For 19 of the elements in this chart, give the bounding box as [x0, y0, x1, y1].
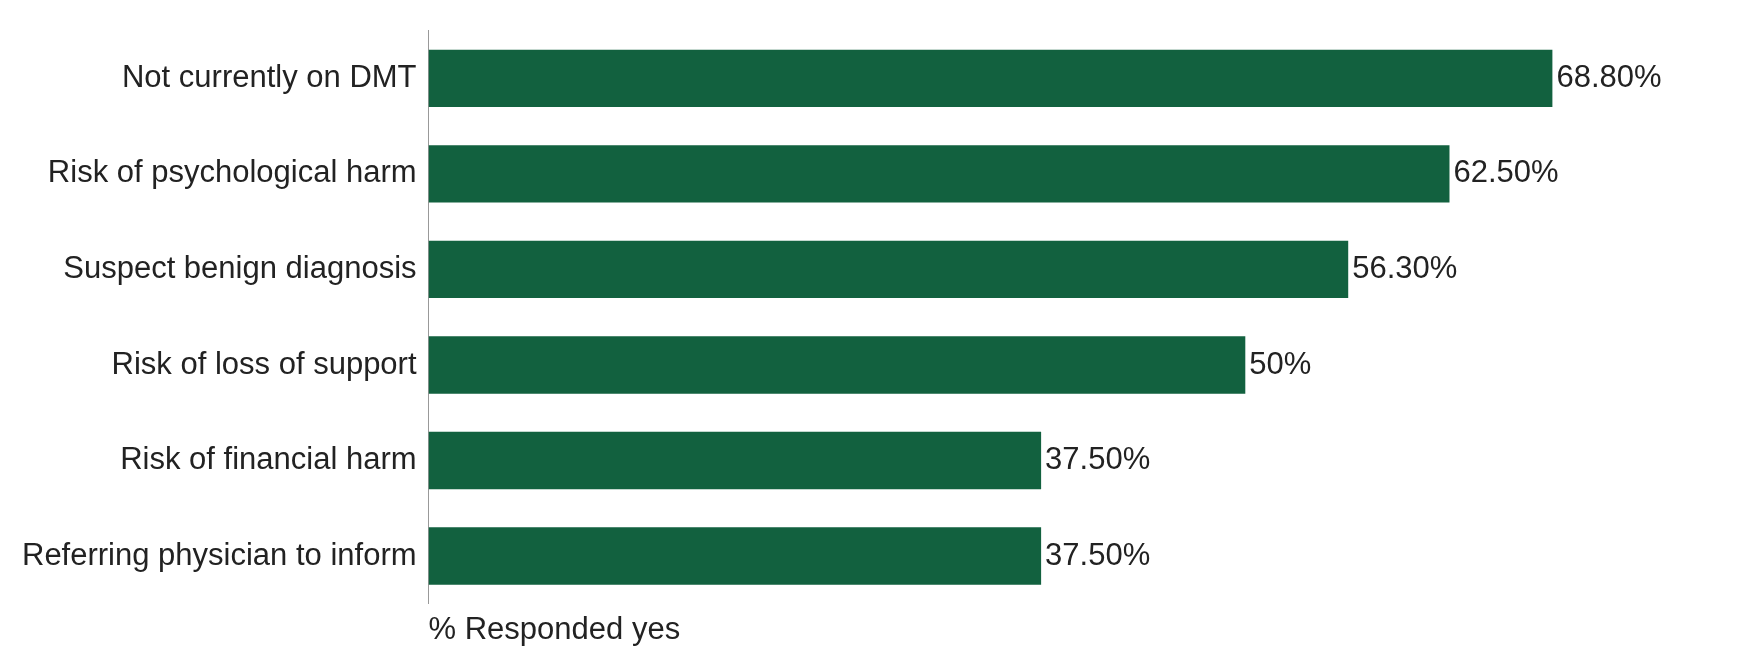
data-label: 62.50%	[1453, 154, 1559, 190]
data-label: 68.80%	[1556, 58, 1662, 94]
y-tick-label: Risk of financial harm	[120, 441, 417, 477]
data-label: 37.50%	[1045, 536, 1151, 572]
y-tick-label: Risk of psychological harm	[47, 154, 417, 190]
bar	[428, 49, 1553, 108]
y-tick-label: Referring physician to inform	[21, 536, 417, 572]
y-tick-label: Suspect benign diagnosis	[63, 249, 417, 285]
bar	[428, 240, 1349, 299]
bar	[428, 527, 1042, 585]
x-axis-title: % Responded yes	[428, 610, 681, 646]
y-tick-label: Not currently on DMT	[121, 58, 417, 94]
data-label: 50%	[1249, 345, 1312, 381]
data-label: 56.30%	[1352, 249, 1458, 285]
bar	[428, 431, 1042, 490]
bar	[428, 336, 1246, 394]
data-label: 37.50%	[1045, 441, 1151, 477]
y-tick-label: Risk of loss of support	[111, 345, 417, 381]
bar	[428, 145, 1450, 203]
